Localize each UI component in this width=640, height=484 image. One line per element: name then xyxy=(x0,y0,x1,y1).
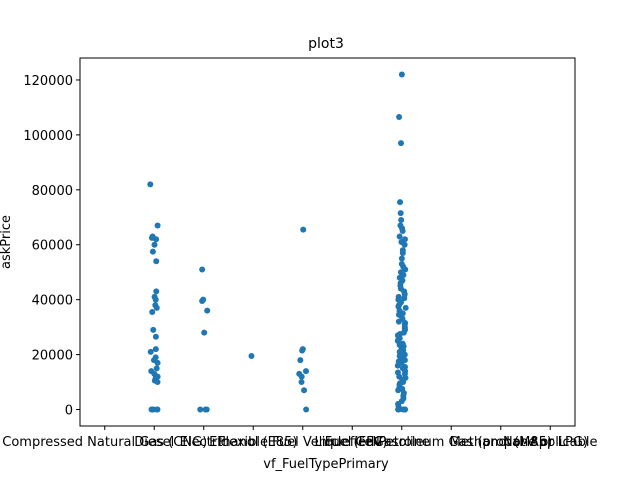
point xyxy=(199,266,206,273)
x-tick-label: Diesel xyxy=(134,435,174,450)
point xyxy=(298,379,305,386)
point xyxy=(204,307,211,314)
point xyxy=(398,140,405,147)
y-tick-label: 60000 xyxy=(32,239,73,254)
point xyxy=(395,318,402,325)
y-axis-label: askPrice xyxy=(0,215,14,269)
point xyxy=(152,346,159,353)
point xyxy=(398,71,405,78)
point xyxy=(148,406,155,413)
x-tick-label: Ethanol (E85) xyxy=(209,435,297,450)
point xyxy=(397,199,404,206)
plot-frame xyxy=(79,57,576,427)
x-tick-label: Not Applicable xyxy=(503,435,598,450)
point xyxy=(153,304,160,311)
point xyxy=(147,181,154,188)
y-tick-label: 0 xyxy=(65,404,73,419)
point xyxy=(152,296,159,303)
point xyxy=(149,309,156,316)
point xyxy=(396,233,403,240)
x-axis-label: vf_FuelTypePrimary xyxy=(263,457,389,472)
point xyxy=(397,210,404,217)
point xyxy=(302,368,309,375)
point xyxy=(402,266,409,273)
point xyxy=(396,114,403,121)
point xyxy=(301,387,308,394)
point xyxy=(299,347,306,354)
point xyxy=(395,406,402,413)
point xyxy=(395,387,402,394)
point xyxy=(199,298,206,305)
x-tick-label: Electric xyxy=(180,435,228,450)
point xyxy=(151,241,158,248)
point xyxy=(153,236,160,243)
x-tick-label: Methanol (M85) xyxy=(450,435,552,450)
point xyxy=(197,406,204,413)
point xyxy=(300,226,307,233)
point xyxy=(399,249,406,256)
point xyxy=(303,406,310,413)
point xyxy=(201,329,208,336)
x-tick-label: Liquefied Petroleum Gas (propane or LPG) xyxy=(314,435,588,450)
y-tick-label: 120000 xyxy=(23,74,73,89)
x-tick-label: Fuel Cell xyxy=(325,435,380,450)
point xyxy=(394,362,401,369)
y-tick-label: 80000 xyxy=(32,184,73,199)
y-tick-label: 40000 xyxy=(32,294,73,309)
point xyxy=(398,217,405,224)
point xyxy=(153,288,160,295)
x-tick-label: Compressed Natural Gas (CNG) xyxy=(2,435,207,450)
point xyxy=(297,357,304,364)
point xyxy=(154,222,161,229)
point xyxy=(152,333,159,340)
x-tick-label: Gasoline xyxy=(374,435,430,450)
point xyxy=(149,248,156,255)
y-tick-label: 20000 xyxy=(32,349,73,364)
x-tick-label: Flexible Fuel Vehicle (FFV) xyxy=(218,435,388,450)
point xyxy=(153,365,160,372)
point xyxy=(150,326,157,333)
point xyxy=(248,352,255,359)
point xyxy=(154,359,161,366)
point xyxy=(399,228,406,235)
point xyxy=(401,295,408,302)
point xyxy=(398,255,405,262)
point xyxy=(298,373,305,380)
point xyxy=(401,406,408,413)
point xyxy=(396,348,403,355)
point xyxy=(153,258,160,265)
chart-title: plot3 xyxy=(308,36,344,52)
y-tick-label: 100000 xyxy=(23,129,73,144)
point xyxy=(203,406,210,413)
point xyxy=(401,241,408,248)
point xyxy=(147,348,154,355)
point xyxy=(154,379,161,386)
point xyxy=(402,304,409,311)
